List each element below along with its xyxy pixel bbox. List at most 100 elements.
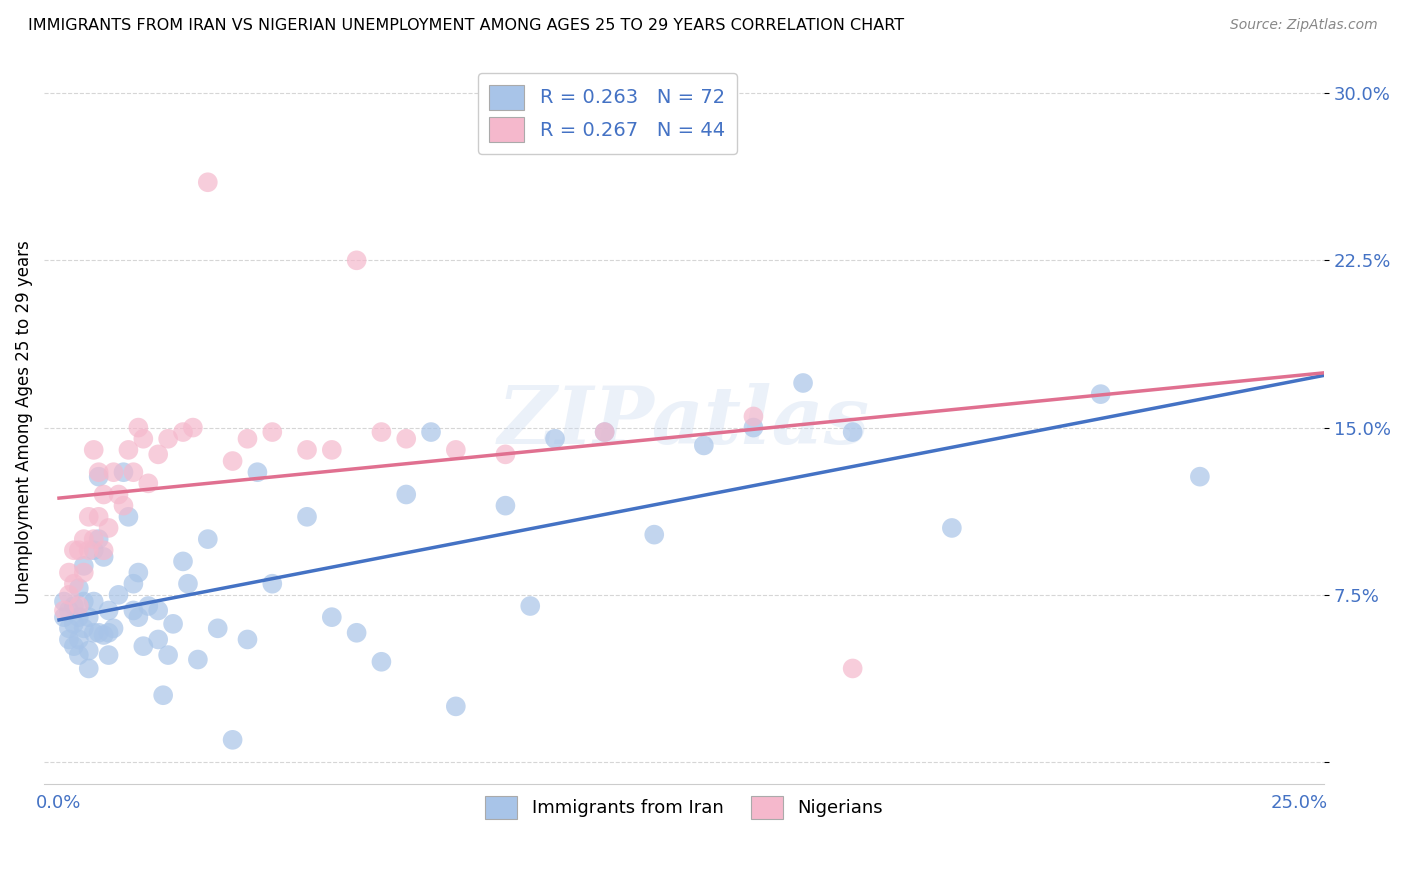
- Point: [87, 625, 110, 640]
- Point: [87, 465, 110, 479]
- Point: [157, 432, 180, 446]
- Point: [262, 425, 284, 439]
- Point: [148, 632, 170, 647]
- Point: [103, 621, 125, 635]
- Point: [67, 610, 90, 624]
- Point: [87, 469, 110, 483]
- Point: [122, 576, 145, 591]
- Point: [97, 603, 120, 617]
- Point: [643, 527, 665, 541]
- Point: [63, 543, 86, 558]
- Point: [157, 648, 180, 662]
- Point: [93, 487, 115, 501]
- Point: [117, 509, 139, 524]
- Point: [197, 175, 219, 189]
- Point: [122, 603, 145, 617]
- Point: [494, 447, 516, 461]
- Point: [63, 616, 86, 631]
- Point: [693, 438, 716, 452]
- Point: [87, 509, 110, 524]
- Point: [77, 610, 100, 624]
- Point: [395, 487, 418, 501]
- Point: [83, 532, 105, 546]
- Point: [593, 425, 616, 439]
- Point: [132, 432, 155, 446]
- Point: [73, 532, 96, 546]
- Point: [370, 425, 392, 439]
- Text: Source: ZipAtlas.com: Source: ZipAtlas.com: [1230, 18, 1378, 32]
- Point: [122, 465, 145, 479]
- Point: [420, 425, 443, 439]
- Point: [73, 594, 96, 608]
- Point: [83, 594, 105, 608]
- Point: [187, 652, 209, 666]
- Point: [112, 465, 135, 479]
- Point: [444, 442, 467, 457]
- Point: [177, 576, 200, 591]
- Point: [77, 643, 100, 657]
- Point: [63, 576, 86, 591]
- Point: [172, 425, 194, 439]
- Point: [262, 576, 284, 591]
- Point: [207, 621, 229, 635]
- Point: [370, 655, 392, 669]
- Point: [58, 632, 80, 647]
- Point: [77, 661, 100, 675]
- Point: [52, 603, 75, 617]
- Point: [103, 465, 125, 479]
- Point: [83, 625, 105, 640]
- Point: [321, 610, 343, 624]
- Point: [444, 699, 467, 714]
- Point: [117, 442, 139, 457]
- Point: [346, 253, 368, 268]
- Point: [73, 558, 96, 573]
- Point: [172, 554, 194, 568]
- Point: [494, 499, 516, 513]
- Point: [519, 599, 541, 613]
- Point: [83, 442, 105, 457]
- Point: [395, 432, 418, 446]
- Point: [67, 599, 90, 613]
- Point: [136, 599, 159, 613]
- Point: [127, 610, 149, 624]
- Point: [593, 425, 616, 439]
- Point: [58, 588, 80, 602]
- Point: [742, 420, 765, 434]
- Point: [107, 588, 129, 602]
- Point: [132, 639, 155, 653]
- Point: [63, 599, 86, 613]
- Point: [841, 661, 863, 675]
- Point: [63, 639, 86, 653]
- Point: [77, 543, 100, 558]
- Point: [67, 648, 90, 662]
- Point: [148, 447, 170, 461]
- Point: [93, 628, 115, 642]
- Point: [346, 625, 368, 640]
- Point: [58, 566, 80, 580]
- Point: [67, 632, 90, 647]
- Point: [792, 376, 814, 390]
- Point: [127, 420, 149, 434]
- Point: [97, 625, 120, 640]
- Point: [236, 432, 259, 446]
- Point: [197, 532, 219, 546]
- Point: [221, 454, 243, 468]
- Point: [236, 632, 259, 647]
- Point: [742, 409, 765, 424]
- Point: [152, 688, 174, 702]
- Point: [73, 621, 96, 635]
- Point: [67, 581, 90, 595]
- Point: [97, 521, 120, 535]
- Point: [93, 549, 115, 564]
- Point: [321, 442, 343, 457]
- Point: [1188, 469, 1211, 483]
- Point: [1090, 387, 1112, 401]
- Point: [162, 616, 184, 631]
- Point: [52, 610, 75, 624]
- Point: [87, 532, 110, 546]
- Point: [941, 521, 963, 535]
- Point: [107, 487, 129, 501]
- Y-axis label: Unemployment Among Ages 25 to 29 years: Unemployment Among Ages 25 to 29 years: [15, 240, 32, 604]
- Point: [295, 509, 318, 524]
- Point: [93, 543, 115, 558]
